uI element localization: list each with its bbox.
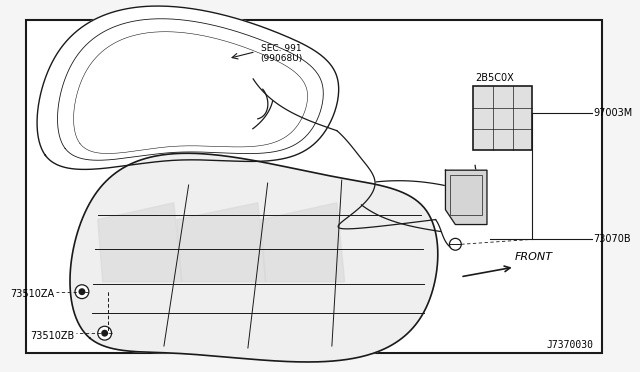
Circle shape: [79, 289, 84, 295]
Text: SEC. 991
(99068U): SEC. 991 (99068U): [260, 44, 303, 63]
Text: FRONT: FRONT: [515, 252, 552, 262]
Polygon shape: [98, 203, 182, 282]
Polygon shape: [177, 203, 266, 282]
Text: 73070B: 73070B: [594, 234, 631, 244]
Text: 73510ZB: 73510ZB: [30, 331, 74, 341]
Text: 2B5C0X: 2B5C0X: [475, 73, 514, 83]
Bar: [473, 86, 532, 150]
Text: 97003M: 97003M: [594, 108, 633, 118]
Text: J7370030: J7370030: [547, 340, 594, 350]
Polygon shape: [445, 170, 487, 225]
Circle shape: [102, 330, 108, 336]
Polygon shape: [260, 203, 345, 282]
Polygon shape: [70, 153, 438, 362]
Bar: [451, 175, 482, 215]
Polygon shape: [37, 6, 339, 169]
Circle shape: [75, 285, 89, 299]
Circle shape: [98, 326, 111, 340]
Circle shape: [449, 238, 461, 250]
Text: 73510ZA: 73510ZA: [10, 289, 54, 299]
